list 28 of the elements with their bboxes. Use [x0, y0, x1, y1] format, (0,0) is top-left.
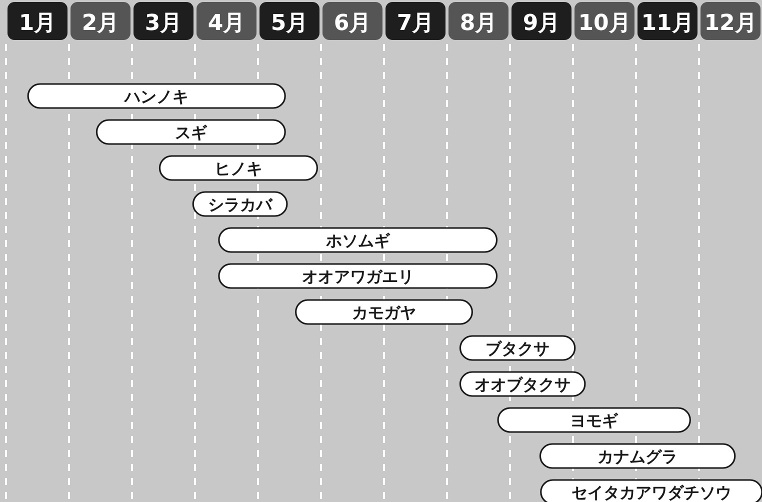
x-tick-label: 10月	[578, 11, 631, 36]
y-tick-label: ハンノキ	[124, 87, 189, 106]
y-tick-label: オオアワガエリ	[302, 267, 414, 286]
y-tick-label: オオブタクサ	[474, 375, 571, 394]
x-tick-label: 4月	[208, 11, 246, 36]
y-tick-label: ヨモギ	[570, 411, 620, 430]
x-tick-label: 9月	[522, 11, 560, 36]
y-tick-label: シラカバ	[208, 195, 274, 214]
bar	[27, 83, 286, 109]
y-tick-label: ホソムギ	[324, 231, 391, 250]
x-tick-label: 2月	[82, 11, 120, 36]
x-tick-label: 11月	[641, 11, 694, 36]
y-tick-label: ブタクサ	[486, 339, 550, 358]
bar	[497, 407, 691, 433]
x-tick-label: 8月	[460, 11, 498, 36]
bar	[158, 155, 318, 181]
y-tick-label: ヒノキ	[214, 159, 262, 178]
x-tick-label: 1月	[18, 11, 56, 36]
x-tick-label: 6月	[334, 11, 372, 36]
x-tick-label: 7月	[396, 11, 434, 36]
x-tick-label: 12月	[704, 11, 757, 36]
x-tick-label: 3月	[144, 11, 182, 36]
y-tick-label: スギ	[174, 123, 208, 142]
y-tick-label: セイタカアワダチソウ	[571, 483, 732, 502]
x-tick-label: 5月	[270, 11, 308, 36]
bar	[218, 263, 498, 289]
y-tick-label: カナムグラ	[598, 447, 678, 466]
y-tick-label: カモガヤ	[352, 303, 416, 322]
